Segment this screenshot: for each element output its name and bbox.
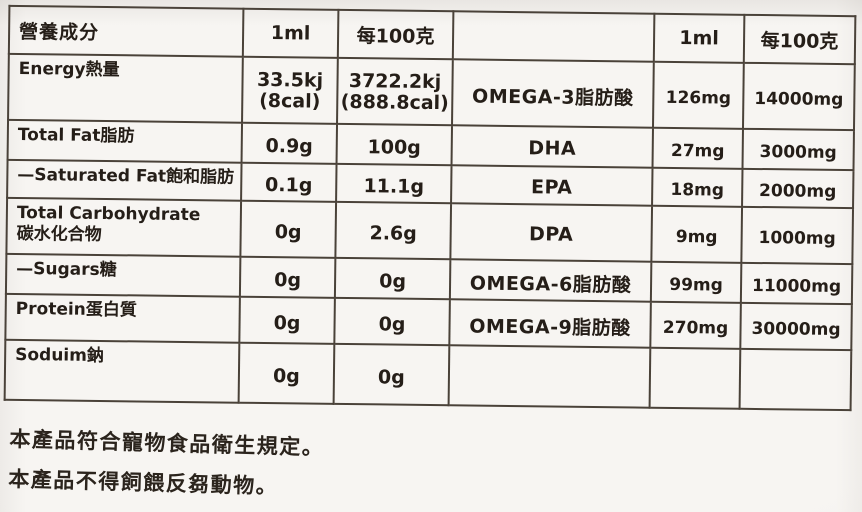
per-1ml-cell: 0g <box>239 256 336 298</box>
value: 0g <box>379 270 407 293</box>
per-1ml-cell-right: 126mg <box>652 61 744 129</box>
value: 14000mg <box>754 88 844 110</box>
per-100g-cell: 11.1g <box>336 163 452 204</box>
nutrient-name-cell: Protein蛋白質 <box>5 293 240 343</box>
value: 270mg <box>662 317 729 339</box>
nutrient-name: Total Carbohydrate <box>16 202 201 226</box>
per-100g-cell: 0g <box>334 297 450 346</box>
nutrient-name-cell: Soduim鈉 <box>4 339 240 403</box>
value: 11000mg <box>751 275 842 297</box>
per-100g-cell-right: 1000mg <box>741 206 854 265</box>
per-1ml-cell: 0.9g <box>241 122 338 164</box>
value: 0.9g <box>265 134 314 158</box>
header-blank <box>452 11 655 62</box>
per-100g-cell-right <box>739 348 852 411</box>
nutrient-name-cn: 碳水化合物 <box>16 223 102 245</box>
value: 9mg <box>675 226 718 248</box>
per-100g-cell-right: 30000mg <box>740 302 852 351</box>
value: 2000mg <box>759 180 837 202</box>
value: 100g <box>367 136 421 159</box>
per-100g-cell: 2.6g <box>335 201 452 260</box>
value: 18mg <box>670 179 725 201</box>
fatty-acid-name-cell: DHA <box>451 125 653 168</box>
per-1ml-cell: 33.5kj (8cal) <box>242 56 338 124</box>
nutrient-name: —Sugars糖 <box>16 258 117 281</box>
fatty-acid-name-cell: OMEGA-6脂肪酸 <box>449 259 652 302</box>
value: 0g <box>272 365 300 388</box>
value: 0g <box>377 366 405 389</box>
value: 3000mg <box>759 141 837 163</box>
fatty-acid-name-cell: DPA <box>450 203 653 262</box>
nutrient-name-cell: Energy熱量 <box>8 53 243 123</box>
fatty-acid-name: EPA <box>530 176 573 199</box>
per-1ml-cell-right: 9mg <box>651 205 743 263</box>
per-100g-cell-right: 14000mg <box>742 62 855 131</box>
table-row-sodium: Soduim鈉 0g 0g <box>4 339 852 411</box>
value: 11.1g <box>363 175 425 198</box>
per-1ml-cell-right: 27mg <box>652 127 743 169</box>
per-1ml-cell-right: 99mg <box>650 261 742 303</box>
value: 126mg <box>665 87 732 109</box>
per-1ml-cell-right <box>649 347 741 409</box>
value: 2.6g <box>369 222 417 245</box>
footer-notes: 本產品符合寵物食品衛生規定。 本產品不得飼餵反芻動物。 <box>8 419 325 508</box>
value: 0g <box>274 221 302 244</box>
value-sub: (888.8cal) <box>340 90 449 114</box>
nutrient-name: —Saturated Fat飽和脂肪 <box>17 164 235 188</box>
nutrient-name: Protein蛋白質 <box>15 298 137 321</box>
per-1ml-cell-right: 270mg <box>650 301 741 349</box>
fatty-acid-name-cell: OMEGA-9脂肪酸 <box>449 299 651 348</box>
table-row-carbohydrate: Total Carbohydrate 碳水化合物 0g 2.6g DPA 9mg… <box>6 197 854 265</box>
per-1ml-cell: 0g <box>238 342 335 404</box>
value-sub: (8cal) <box>259 89 321 113</box>
per-1ml-cell: 0g <box>240 200 337 258</box>
nutrient-name-cell: Total Carbohydrate 碳水化合物 <box>6 197 242 257</box>
header-per-1ml-left: 1ml <box>242 8 339 58</box>
value: 30000mg <box>751 318 841 340</box>
fatty-acid-name: DHA <box>528 137 577 160</box>
nutrient-name: Soduim鈉 <box>15 344 105 367</box>
per-100g-cell-right: 2000mg <box>742 168 854 209</box>
value: 0g <box>378 313 406 336</box>
fatty-acid-name: DPA <box>528 223 574 246</box>
fatty-acid-name-cell: OMEGA-3脂肪酸 <box>452 59 654 128</box>
per-1ml-cell: 0.1g <box>241 162 337 202</box>
value: 0g <box>273 312 301 335</box>
per-100g-cell: 100g <box>336 123 453 166</box>
fatty-acid-name: OMEGA-3脂肪酸 <box>472 85 634 109</box>
nutrient-name-cell: —Sugars糖 <box>5 253 241 297</box>
value-main: 33.5kj <box>256 68 324 92</box>
per-100g-cell-right: 11000mg <box>740 262 853 305</box>
header-per-1ml-right: 1ml <box>653 13 745 63</box>
nutrition-table: 營養成分 1ml 每100克 1ml 每100克 Energy熱量 33.5kj… <box>4 5 857 411</box>
nutrient-name-cell: —Saturated Fat飽和脂肪 <box>7 159 242 201</box>
per-1ml-cell: 0g <box>239 296 335 344</box>
value: 1000mg <box>758 227 836 249</box>
note-ruminant-warning: 本產品不得飼餵反芻動物。 <box>7 466 279 499</box>
per-100g-cell: 3722.2kj (888.8cal) <box>337 57 453 126</box>
value-main: 3722.2kj <box>348 69 442 93</box>
fatty-acid-name: OMEGA-6脂肪酸 <box>469 271 632 296</box>
value: 99mg <box>669 274 723 296</box>
header-nutrition-ingredients: 營養成分 <box>8 5 244 57</box>
per-100g-cell: 0g <box>333 343 450 406</box>
table-row-energy: Energy熱量 33.5kj (8cal) 3722.2kj (888.8ca… <box>8 53 855 131</box>
fatty-acid-name: OMEGA-9脂肪酸 <box>469 314 631 339</box>
header-per-100g-left: 每100克 <box>337 9 454 60</box>
nutrient-name: Energy熱量 <box>18 58 120 81</box>
nutrient-name-cell: Total Fat脂肪 <box>7 119 243 163</box>
value: 0g <box>274 269 302 292</box>
per-100g-cell-right: 3000mg <box>742 128 854 171</box>
header-per-100g-right: 每100克 <box>743 14 856 65</box>
per-1ml-cell-right: 18mg <box>652 167 743 207</box>
value: 27mg <box>670 140 725 162</box>
value: 0.1g <box>264 173 313 197</box>
fatty-acid-name-cell: EPA <box>451 165 653 206</box>
per-100g-cell: 0g <box>334 257 451 300</box>
fatty-acid-name-cell <box>448 345 651 408</box>
nutrient-name: Total Fat脂肪 <box>17 124 135 147</box>
